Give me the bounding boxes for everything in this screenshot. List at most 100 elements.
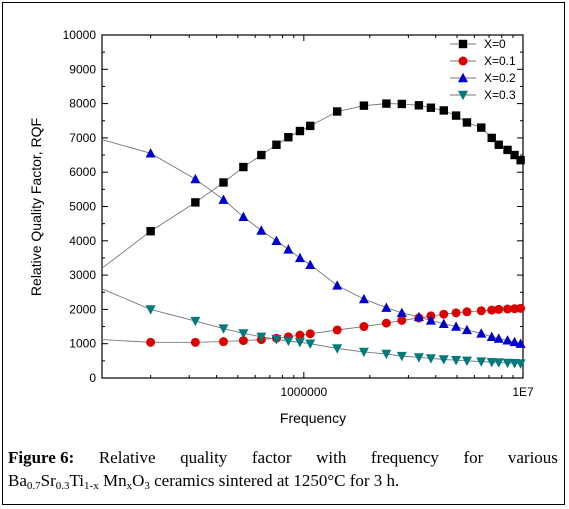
caption-formula: Ba0.7Sr0.3Ti1-x MnxO3 bbox=[8, 471, 150, 492]
formula-subscript: 0.7 bbox=[26, 480, 41, 492]
data-point bbox=[283, 336, 294, 347]
data-point bbox=[271, 335, 282, 345]
data-point bbox=[510, 150, 519, 160]
data-point bbox=[494, 304, 504, 314]
y-axis-title: Relative Quality Factor, RQF bbox=[28, 118, 44, 296]
data-point bbox=[190, 316, 201, 327]
caption-word: for bbox=[463, 448, 484, 467]
data-point bbox=[381, 349, 392, 360]
formula-text: Sr bbox=[40, 471, 56, 490]
y-tick-label: 10000 bbox=[63, 28, 97, 42]
data-point bbox=[359, 322, 369, 332]
figure-caption: Figure 6: Relative quality factor with frequ… bbox=[8, 446, 558, 492]
y-tick-label: 3000 bbox=[69, 268, 96, 282]
data-point bbox=[461, 324, 472, 335]
caption-line2-text: ceramics sintered at 1250°C for 3 h. bbox=[149, 471, 400, 490]
data-point bbox=[515, 338, 526, 348]
data-point bbox=[476, 306, 486, 316]
data-point bbox=[413, 353, 424, 363]
data-point bbox=[438, 318, 449, 329]
data-point bbox=[219, 178, 228, 187]
data-point bbox=[238, 329, 249, 339]
x-tick-label: 1E7 bbox=[512, 385, 534, 399]
data-point bbox=[486, 358, 497, 368]
data-point bbox=[477, 123, 486, 132]
data-point bbox=[295, 126, 305, 136]
formula-text: Mn bbox=[98, 471, 127, 490]
data-point bbox=[451, 355, 462, 366]
data-point bbox=[190, 173, 201, 184]
data-point bbox=[146, 337, 156, 347]
data-point bbox=[332, 325, 342, 335]
caption-word: factor bbox=[251, 448, 292, 467]
legend-marker bbox=[458, 56, 468, 66]
data-point bbox=[146, 226, 155, 236]
legend-label: X=0.3 bbox=[484, 88, 516, 102]
formula-text: Ti bbox=[69, 471, 85, 490]
data-point bbox=[218, 337, 228, 347]
data-point bbox=[462, 307, 472, 317]
data-point bbox=[359, 101, 369, 110]
data-point bbox=[381, 318, 391, 328]
data-point bbox=[305, 339, 316, 349]
data-point bbox=[294, 252, 305, 263]
data-point bbox=[145, 305, 156, 315]
caption-word: various bbox=[507, 448, 558, 467]
legend-marker bbox=[458, 90, 468, 101]
data-point bbox=[284, 133, 293, 142]
data-point bbox=[476, 328, 487, 338]
data-point bbox=[358, 293, 369, 304]
data-point bbox=[238, 211, 249, 221]
data-point bbox=[272, 140, 281, 149]
data-point bbox=[305, 259, 316, 270]
data-point bbox=[487, 133, 496, 143]
data-point bbox=[306, 121, 315, 131]
x-tick-label: 1000000 bbox=[280, 385, 327, 399]
x-axis-title: Frequency bbox=[280, 410, 346, 426]
data-point bbox=[425, 315, 436, 325]
legend-marker bbox=[458, 39, 468, 49]
data-point bbox=[414, 101, 424, 110]
data-point bbox=[509, 336, 520, 347]
formula-subscript: 0.3 bbox=[55, 480, 70, 492]
data-point bbox=[396, 307, 407, 318]
data-point bbox=[493, 333, 504, 343]
caption-word: frequency bbox=[370, 448, 439, 467]
y-tick-label: 5000 bbox=[69, 200, 96, 214]
y-tick-label: 7000 bbox=[69, 131, 96, 145]
data-point bbox=[451, 308, 461, 318]
data-point bbox=[439, 309, 449, 319]
y-tick-label: 0 bbox=[89, 371, 96, 385]
data-point bbox=[283, 244, 294, 254]
data-point bbox=[218, 194, 229, 204]
data-point bbox=[439, 106, 448, 115]
caption-word: quality bbox=[180, 448, 228, 467]
data-point bbox=[191, 198, 200, 207]
data-point bbox=[333, 107, 342, 116]
legend-label: X=0 bbox=[484, 37, 506, 51]
formula-subscript: 3 bbox=[144, 480, 150, 492]
data-point bbox=[487, 305, 497, 315]
data-point bbox=[438, 355, 449, 365]
data-point bbox=[397, 99, 407, 109]
formula-subscript: 1-x bbox=[84, 480, 99, 492]
data-point bbox=[332, 344, 343, 354]
data-point bbox=[451, 111, 461, 120]
data-point bbox=[494, 140, 503, 149]
formula-text: O bbox=[132, 471, 145, 490]
y-tick-label: 6000 bbox=[69, 165, 96, 179]
y-tick-label: 8000 bbox=[69, 97, 96, 111]
chart: 0 1000 2000 3000 4000 5000 6000 7000 8000 9000 100… bbox=[28, 28, 534, 426]
data-point bbox=[190, 337, 200, 347]
data-point bbox=[476, 357, 487, 367]
y-tick-label: 1000 bbox=[69, 337, 96, 351]
data-point bbox=[503, 145, 512, 155]
data-point bbox=[462, 118, 472, 127]
data-point bbox=[238, 336, 248, 346]
caption-word: Relative bbox=[98, 448, 156, 467]
data-point bbox=[256, 225, 267, 235]
fit-line bbox=[101, 288, 524, 365]
data-point bbox=[515, 359, 526, 369]
data-point bbox=[381, 302, 392, 312]
legend-label: X=0.2 bbox=[484, 71, 516, 85]
